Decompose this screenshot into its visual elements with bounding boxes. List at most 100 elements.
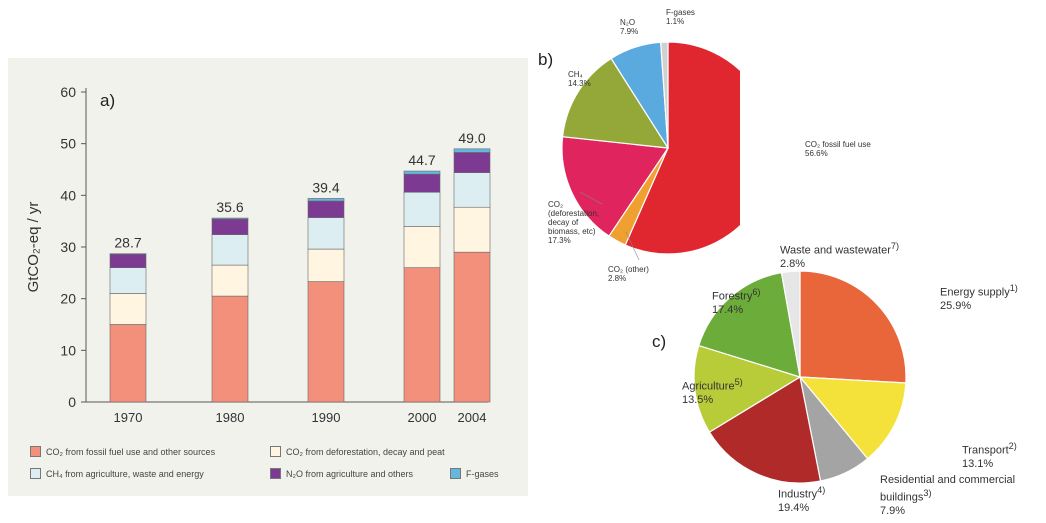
pie-c-label-residential-name: Residential and commercial buildings [880,474,1016,504]
bar-segment-co2-fossil-1980 [211,295,249,403]
y-tick-label: 40 [60,187,76,203]
legend-swatch-ch4 [30,468,41,479]
pie-b-label-co2-deforest-name: CO₂ (deforestation, decay of biomass, et… [548,200,600,236]
legend-item-co2-fossil: CO₂ from fossil fuel use and other sourc… [30,446,215,457]
legend-label-co2-fossil: CO₂ from fossil fuel use and other sourc… [46,446,216,457]
pie-c-label-industry: Industry4) 19.4% [778,484,825,515]
y-axis-title: GtCO₂-eq / yr [25,202,42,293]
x-tick-label: 2004 [458,410,487,425]
bar-segment-ch4-1980 [211,234,249,266]
pie-c-slice-4 [693,344,802,433]
pie-c-label-forestry-value: 17.4% [712,303,744,316]
pie-b-slice-5 [660,41,669,149]
bar-segment-fgases-2000 [403,170,441,175]
legend-item-ch4: CH₄ from agriculture, waste and energy [30,468,204,479]
pie-c-label-industry-value: 19.4% [778,501,810,514]
bar-segment-n2o-1970 [109,253,147,268]
y-tick-label: 10 [60,342,76,358]
x-tick-label: 2000 [408,410,437,425]
bar-segment-ch4-2004 [453,172,491,208]
pie-b-slice-3 [561,57,670,149]
pie-b-label-co2-deforest-value: 17.3% [548,236,571,245]
bar-segment-co2-deforestation-1970 [109,293,147,325]
y-tick-label: 30 [60,239,76,255]
pie-c-label-residential-value: 7.9% [880,504,906,517]
bar-segment-co2-deforestation-1980 [211,264,249,297]
pie-c-label-waste: Waste and wastewater7) 2.8% [780,240,899,271]
pie-c-label-energy-note: 1) [1009,283,1018,293]
bar-segment-co2-fossil-2004 [453,251,491,403]
pie-c-slice-5 [698,271,801,378]
pie-b-label-co2-fossil: CO₂ fossil fuel use 56.6% [805,140,871,158]
x-tick-label: 1970 [114,410,143,425]
panel-b-label: b) [538,50,554,69]
pie-b-label-fgases: F-gases 1.1% [666,8,695,26]
pie-c-label-agriculture: Agriculture5) 13.5% [682,376,743,407]
bar-segment-ch4-1970 [109,267,147,294]
pie-b-label-n2o-value: 7.9% [620,27,639,36]
x-tick-label: 1990 [312,410,341,425]
pie-c-label-agriculture-note: 5) [734,377,743,387]
pie-b-label-fgases-value: 1.1% [666,17,685,26]
pie-b-label-co2-other-name: CO₂ (other) [608,265,649,274]
legend-label-n2o: N₂O from agriculture and others [286,468,414,479]
bar-segment-co2-deforestation-2004 [453,206,491,253]
pie-chart-b [561,41,740,260]
pie-b-label-co2-fossil-value: 56.6% [805,149,828,158]
bar-segment-n2o-1980 [211,218,249,235]
panel-a-label: a) [100,91,115,110]
pie-b-leader-co2-other [625,231,640,260]
bar-segment-co2-fossil-1990 [307,281,345,403]
pie-b-label-co2-fossil-name: CO₂ fossil fuel use [805,140,871,149]
bar-segment-n2o-2000 [403,173,441,193]
pie-c-label-forestry-name: Forestry [712,290,753,303]
pie-b-label-ch4: CH₄ 14.3% [568,70,591,88]
bar-segment-n2o-1990 [307,200,345,218]
pie-b-label-co2-deforest: CO₂ (deforestation, decay of biomass, et… [548,200,612,245]
panel-a-background [8,58,528,496]
pie-c-label-energy-value: 25.9% [940,299,972,312]
pie-c-label-forestry: Forestry6) 17.4% [712,286,761,317]
legend-label-fgases: F-gases [466,468,499,479]
bar-segment-fgases-1980 [211,217,249,220]
bar-segment-co2-deforestation-1990 [307,248,345,282]
bar-total-label: 35.6 [216,199,243,215]
pie-b-leader-co2-deforest [579,191,603,205]
pie-c-label-industry-name: Industry [778,488,818,501]
pie-b-label-n2o: N₂O 7.9% [620,18,638,36]
legend-item-n2o: N₂O from agriculture and others [270,468,413,479]
pie-b-label-co2-other: CO₂ (other) 2.8% [608,265,668,283]
bar-total-label: 44.7 [408,152,435,168]
legend-item-co2-deforestation: CO₂ from deforestation, decay and peat [270,446,445,457]
legend-swatch-n2o [270,468,281,479]
pie-c-label-energy: Energy supply1) 25.9% [940,282,1018,313]
pie-c-label-forestry-note: 6) [752,287,761,297]
pie-c-label-residential: Residential and commercial buildings3) 7.… [880,474,1040,518]
pie-c-label-waste-name: Waste and wastewater [780,244,891,257]
bar-total-label: 28.7 [114,235,141,251]
pie-c-slice-0 [799,270,907,384]
pie-c-label-transport-value: 13.1% [962,457,994,470]
pie-b-label-ch4-name: CH₄ [568,70,583,79]
panel-a-stacked-bar-chart: 0 10 20 30 40 50 60 GtCO₂-eq / yr a) 28.7 1970 35.6… [8,58,528,496]
x-tick-label: 1980 [216,410,245,425]
pie-c-label-industry-note: 4) [817,485,826,495]
legend-swatch-fgases [450,468,461,479]
bar-total-label: 49.0 [458,130,485,146]
pie-b-label-n2o-name: N₂O [620,18,636,27]
bar-segment-fgases-1990 [307,198,345,202]
bar-segment-co2-deforestation-2000 [403,226,441,268]
pie-c-slice-1 [798,376,907,460]
y-tick-label: 20 [60,291,76,307]
bar-segment-fgases-2004 [453,148,491,153]
pie-c-label-transport-note: 2) [1008,441,1017,451]
pie-c-label-agriculture-value: 13.5% [682,393,714,406]
pie-c-label-waste-note: 7) [890,241,900,251]
bar-segment-ch4-2000 [403,191,441,227]
pie-c-label-agriculture-name: Agriculture [682,380,735,393]
panel-c-label: c) [652,332,667,351]
y-tick-label: 60 [60,84,76,100]
pie-b-slice-0 [624,41,740,255]
pie-c-label-waste-value: 2.8% [780,257,806,270]
bar-total-label: 39.4 [312,179,339,195]
